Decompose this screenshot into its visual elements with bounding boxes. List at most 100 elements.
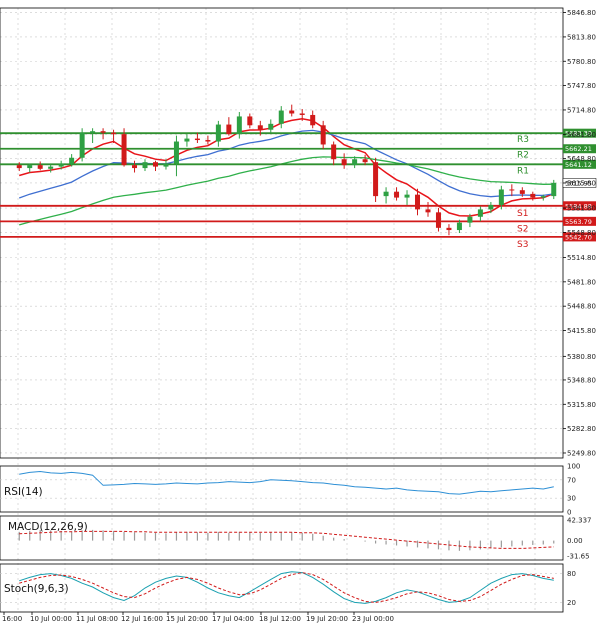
candle-body	[415, 194, 421, 210]
panel-frame	[0, 563, 564, 613]
price-tick-label: 5846.80	[567, 9, 596, 17]
time-tick-label: 23 Jul 00:00	[352, 615, 394, 623]
time-tick-label: 19 Jul 20:00	[306, 615, 348, 623]
candle-body	[488, 204, 494, 210]
candle-body	[278, 110, 284, 124]
price-tick-label: 5780.80	[567, 58, 596, 66]
macd-tick-label: 42.337	[567, 517, 592, 525]
macd-title: MACD(12,26,9)	[8, 521, 88, 533]
level-price-label: 5683.30	[565, 130, 592, 138]
candle-body	[331, 144, 337, 160]
level-name-s3: S3	[517, 240, 528, 250]
level-name-s1: S1	[517, 209, 528, 219]
candle-body	[383, 191, 389, 197]
macd-panel: MACD(12,26,9) 42.337 0.00 -31.65	[8, 517, 592, 561]
candle-body	[435, 212, 441, 228]
candle-body	[163, 163, 169, 167]
price-tick-label: 5380.80	[567, 353, 596, 361]
level-name-r2: R2	[517, 151, 529, 161]
candle-body	[215, 124, 221, 142]
candle-body	[226, 124, 232, 135]
price-tick-label: 5714.80	[567, 106, 596, 114]
level-price-label: 5542.70	[565, 233, 592, 241]
time-tick-label: 18 Jul 12:00	[259, 615, 301, 623]
candle-body	[404, 194, 410, 198]
time-tick-label: 16:00	[2, 615, 22, 623]
level-price-box	[563, 201, 596, 211]
candle-body	[540, 196, 546, 198]
time-tick-label: 17 Jul 04:00	[212, 615, 254, 623]
candle-body	[194, 138, 200, 141]
price-tick-label: 5282.80	[567, 425, 596, 433]
stoch-d-line	[19, 572, 554, 603]
level-name-r3: R3	[517, 135, 529, 145]
price-tick-label: 5415.80	[567, 327, 596, 335]
candle-body	[373, 162, 379, 197]
candle-body	[236, 116, 242, 135]
candlesticks	[16, 104, 557, 236]
level-price-label: 5662.21	[565, 145, 592, 153]
price-tick-label: 5548.80	[567, 229, 596, 237]
time-tick-label: 12 Jul 16:00	[121, 615, 163, 623]
candle-body	[247, 116, 253, 126]
candle-body	[48, 166, 54, 169]
level-price-label: 5584.88	[565, 202, 592, 210]
price-tick-label: 5813.80	[567, 33, 596, 41]
candle-body	[509, 189, 515, 191]
price-tick-label: 5481.80	[567, 278, 596, 286]
candle-body	[27, 165, 33, 169]
candle-body	[111, 132, 117, 135]
macd-tick-label: 0.00	[567, 537, 583, 545]
price-tick-label: 5648.80	[567, 155, 596, 163]
macd-tick-label: -31.65	[567, 553, 590, 561]
level-price-label: 5641.12	[565, 161, 592, 169]
rsi-tick-label: 70	[567, 476, 576, 484]
level-price-box	[563, 216, 596, 226]
rsi-title: RSI(14)	[4, 486, 43, 498]
candle-body	[394, 191, 400, 198]
stoch-tick-label: 20	[567, 599, 576, 607]
panel-frame	[0, 465, 564, 513]
candle-body	[519, 190, 525, 194]
stoch-k-line	[19, 571, 554, 604]
candle-body	[299, 113, 305, 115]
time-tick-label: 11 Jul 08:00	[76, 615, 118, 623]
candle-body	[446, 227, 452, 231]
candle-body	[79, 132, 85, 158]
price-axis: 5846.80 5813.80 5780.80 5747.80 5714.80 5681.…	[563, 9, 596, 457]
candle-body	[100, 131, 106, 133]
stoch-panel: Stoch(9,6,3) 80 20	[0, 570, 576, 607]
candle-body	[289, 110, 295, 114]
candle-body	[320, 125, 326, 145]
level-price-box	[563, 232, 596, 242]
price-tick-label: 5315.80	[567, 401, 596, 409]
rsi-tick-label: 0	[567, 509, 571, 517]
price-tick-label: 5514.80	[567, 254, 596, 262]
price-tick-label: 5747.80	[567, 82, 596, 90]
ma-slow-line	[19, 156, 554, 226]
candle-body	[152, 162, 158, 167]
level-price-box	[563, 144, 596, 154]
candle-body	[530, 193, 536, 198]
candle-body	[173, 141, 179, 164]
candle-body	[310, 114, 316, 126]
price-tick-label: 5448.80	[567, 303, 596, 311]
candle-body	[498, 189, 504, 205]
candle-body	[425, 209, 431, 213]
candle-body	[37, 165, 43, 169]
price-tick-label: 5581.80	[567, 205, 596, 213]
level-name-s2: S2	[517, 224, 528, 234]
stoch-tick-label: 80	[567, 570, 576, 578]
candle-body	[90, 131, 96, 133]
candle-body	[69, 157, 75, 164]
panel-frame	[0, 515, 564, 561]
time-axis: 16:00 10 Jul 00:00 11 Jul 08:00 12 Jul 16:0…	[2, 612, 394, 623]
candle-body	[121, 134, 127, 166]
stoch-title: Stoch(9,6,3)	[4, 583, 69, 595]
time-tick-label: 15 Jul 20:00	[166, 615, 208, 623]
time-tick-label: 10 Jul 00:00	[30, 615, 72, 623]
rsi-tick-label: 30	[567, 495, 576, 503]
candle-body	[257, 125, 263, 130]
candle-body	[341, 159, 347, 166]
